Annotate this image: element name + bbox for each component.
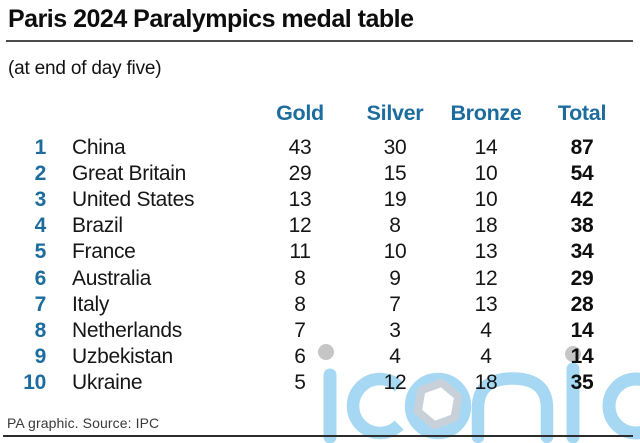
cell-total: 14: [570, 318, 594, 342]
cell-bronze: 13: [474, 240, 498, 264]
cell-bronze: 18: [474, 370, 498, 394]
cell-bronze: 13: [474, 292, 498, 316]
cell-total: 14: [570, 344, 594, 368]
cell-bronze: 18: [474, 214, 498, 238]
cell-gold: 8: [294, 266, 306, 290]
table-body: 1 China 43 30 14 87 2 Great Britain 29 15 10 54 3 Uni…: [0, 135, 632, 396]
cell-total: 29: [570, 266, 594, 290]
cell-country: Great Britain: [72, 162, 186, 186]
cell-silver: 19: [383, 188, 407, 212]
cell-gold: 29: [288, 162, 312, 186]
cell-gold: 5: [294, 370, 306, 394]
column-header-total: Total: [557, 101, 607, 125]
table-row: 10 Ukraine 5 12 18 35: [0, 370, 632, 396]
table-row: 5 France 11 10 13 34: [0, 239, 632, 265]
cell-country: Ukraine: [72, 370, 143, 394]
cell-rank: 10: [23, 370, 46, 394]
cell-total: 42: [570, 188, 594, 212]
cell-total: 38: [570, 214, 594, 238]
cell-silver: 4: [389, 344, 401, 368]
cell-rank: 5: [34, 240, 47, 264]
cell-total: 87: [570, 136, 594, 160]
cell-gold: 8: [294, 292, 306, 316]
cell-gold: 11: [289, 240, 311, 264]
title-divider: [6, 40, 633, 42]
cell-silver: 7: [389, 292, 401, 316]
cell-silver: 12: [383, 370, 407, 394]
cell-bronze: 14: [474, 136, 498, 160]
cell-gold: 12: [288, 214, 312, 238]
cell-silver: 3: [389, 318, 401, 342]
cell-silver: 9: [389, 266, 401, 290]
table-row: 8 Netherlands 7 3 4 14: [0, 318, 632, 344]
cell-country: France: [72, 240, 136, 264]
table-row: 2 Great Britain 29 15 10 54: [0, 161, 632, 187]
cell-total: 28: [570, 292, 594, 316]
page-title: Paris 2024 Paralympics medal table: [8, 5, 414, 33]
cell-country: Netherlands: [72, 318, 182, 342]
cell-rank: 3: [34, 188, 47, 212]
cell-bronze: 10: [474, 162, 498, 186]
cell-rank: 4: [34, 214, 47, 238]
cell-gold: 13: [288, 188, 312, 212]
cell-gold: 7: [294, 318, 306, 342]
cell-country: United States: [72, 188, 195, 212]
cell-total: 34: [570, 240, 594, 264]
cell-total: 35: [570, 370, 594, 394]
table-row: 6 Australia 8 9 12 29: [0, 265, 632, 291]
cell-total: 54: [570, 162, 594, 186]
cell-gold: 6: [294, 344, 306, 368]
cell-bronze: 4: [480, 318, 492, 342]
medal-table: Gold Silver Bronze Total 1 China 43 30 14 87 2…: [0, 100, 632, 396]
cell-country: Uzbekistan: [72, 344, 173, 368]
cell-bronze: 4: [480, 344, 492, 368]
cell-rank: 2: [34, 162, 47, 186]
cell-rank: 7: [34, 292, 47, 316]
cell-country: China: [72, 136, 126, 160]
cell-rank: 6: [34, 266, 47, 290]
cell-bronze: 12: [474, 266, 498, 290]
table-row: 1 China 43 30 14 87: [0, 135, 632, 161]
table-row: 3 United States 13 19 10 42: [0, 187, 632, 213]
cell-silver: 15: [383, 162, 407, 186]
subtitle: (at end of day five): [8, 58, 162, 79]
column-header-bronze: Bronze: [450, 101, 522, 125]
cell-rank: 1: [34, 136, 47, 160]
cell-rank: 9: [34, 344, 47, 368]
cell-silver: 8: [389, 214, 401, 238]
cell-country: Australia: [72, 266, 152, 290]
table-row: 4 Brazil 12 8 18 38: [0, 213, 632, 239]
column-header-gold: Gold: [276, 101, 324, 125]
source-note: PA graphic. Source: IPC: [7, 415, 160, 431]
cell-rank: 8: [34, 318, 47, 342]
footer-divider: [3, 435, 633, 437]
cell-bronze: 10: [474, 188, 498, 212]
column-header-silver: Silver: [366, 101, 424, 125]
cell-silver: 30: [383, 136, 407, 160]
cell-country: Italy: [72, 292, 110, 316]
cell-silver: 10: [383, 240, 407, 264]
table-row: 9 Uzbekistan 6 4 4 14: [0, 344, 632, 370]
cell-gold: 43: [288, 136, 312, 160]
table-header-row: Gold Silver Bronze Total: [0, 100, 632, 126]
cell-country: Brazil: [72, 214, 123, 238]
table-row: 7 Italy 8 7 13 28: [0, 292, 632, 318]
